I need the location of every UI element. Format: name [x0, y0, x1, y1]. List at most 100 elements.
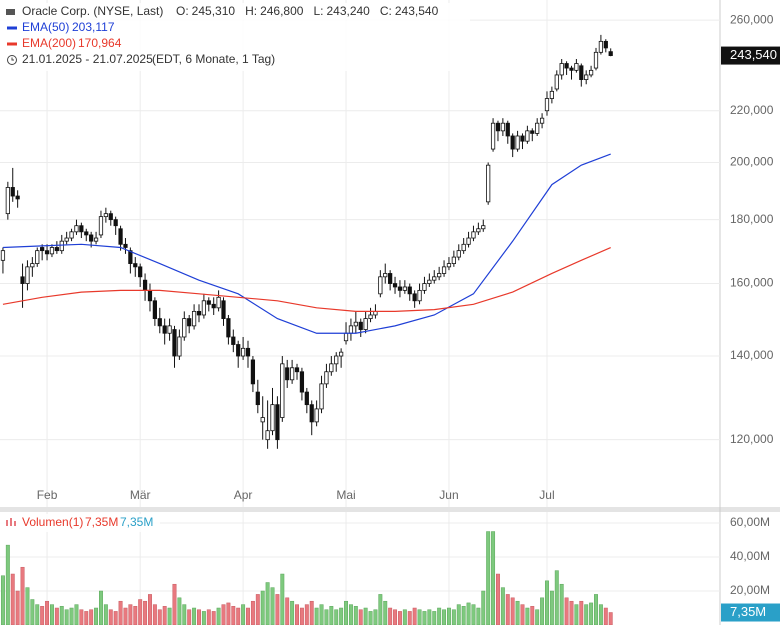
y-tick-label: 180,000 [730, 212, 774, 226]
candle-body [304, 391, 309, 406]
volume-badge-label: 7,35M [730, 604, 766, 619]
y-tick-label: 20,00M [730, 583, 770, 597]
volume-legend: Volumen(1) 7,35M 7,35M [0, 514, 160, 532]
candle-body [363, 318, 368, 330]
volume-bar [10, 573, 15, 625]
volume-bar [496, 573, 500, 625]
volume-bar [99, 590, 103, 625]
volume-bar [461, 606, 466, 625]
volume-bar [559, 583, 564, 625]
x-tick-label: Jul [539, 488, 554, 502]
candle-body [69, 231, 74, 239]
clock-icon [7, 55, 17, 65]
volume-bar [157, 609, 162, 625]
volume-bar [554, 570, 559, 625]
volume-bar [456, 604, 461, 625]
header-key: C: [380, 4, 392, 18]
candle-body [535, 122, 540, 134]
candle-body [549, 90, 555, 99]
candle-body [324, 371, 329, 385]
candle-body [113, 219, 118, 227]
volume-bar [216, 607, 221, 625]
candle-body [0, 250, 6, 261]
volume-bar [30, 599, 35, 625]
volume-bar [393, 609, 398, 625]
header-value: 243,240 [326, 4, 370, 18]
volume-bar [535, 609, 540, 625]
candle-body [422, 283, 427, 291]
volume-bar [584, 604, 589, 625]
candle-body [319, 383, 324, 410]
volume-bar [64, 609, 69, 625]
volume-bar [309, 600, 314, 625]
volume-legend-label: Volumen(1) [22, 515, 83, 529]
volume-bar [299, 607, 304, 625]
candle-body [466, 237, 471, 245]
candle-body [451, 256, 456, 264]
volume-bar [397, 611, 402, 625]
candle-body [402, 286, 407, 291]
candle-body [343, 332, 349, 342]
header-key: L: [313, 4, 323, 18]
volume-bar [608, 612, 613, 625]
candle-body [358, 321, 363, 330]
candle-body [539, 117, 545, 124]
candle-body [500, 122, 505, 132]
volume-bar [89, 609, 94, 625]
volume-bar [113, 611, 118, 625]
candle-body [196, 310, 202, 316]
x-tick-label: Jun [439, 488, 458, 502]
volume-bar [520, 604, 525, 625]
candle-body [162, 325, 167, 334]
volume-bar [148, 594, 152, 625]
volume-bar [348, 604, 353, 625]
volume-bar [94, 607, 99, 625]
candle-body [437, 273, 442, 278]
volume-bar [549, 590, 554, 625]
candle-body [142, 279, 148, 291]
candle-body [108, 213, 113, 221]
volume-bar [260, 590, 265, 625]
volume-bar [427, 609, 432, 625]
x-tick-label: Feb [37, 488, 58, 502]
candle-body [574, 63, 579, 71]
volume-bar [143, 600, 148, 625]
candle-body [206, 300, 211, 305]
candle-body [486, 164, 491, 203]
legend-icon [6, 520, 8, 526]
volume-bar [172, 583, 177, 625]
candle-body [329, 363, 334, 373]
volume-bar [295, 604, 299, 625]
volume-bar [344, 600, 348, 625]
candle-body [608, 51, 613, 56]
clock-hand [11, 57, 14, 61]
candle-body [378, 276, 383, 295]
volume-bar [59, 606, 64, 625]
volume-bar [265, 582, 270, 625]
candle-body [191, 310, 197, 327]
candle-body [515, 135, 520, 150]
candle-body [172, 329, 177, 357]
volume-bar [123, 607, 128, 625]
candle-body [544, 98, 550, 112]
volume-bar [402, 609, 407, 625]
candle-body [270, 404, 275, 432]
candle-body [74, 225, 79, 233]
volume-bar [481, 590, 486, 625]
volume-bar [373, 609, 378, 625]
candle-body [152, 300, 157, 319]
candle-body [10, 187, 15, 197]
header-value: 245,310 [192, 4, 236, 18]
volume-bar [388, 607, 393, 625]
volume-bar [0, 575, 5, 625]
volume-bar [128, 604, 133, 625]
volume-bar [108, 609, 113, 625]
volume-bar [500, 587, 505, 625]
panel-separator [0, 507, 780, 512]
candle-body [5, 187, 10, 215]
volume-bar [569, 600, 574, 625]
candle-body [260, 417, 265, 423]
candle-body [471, 231, 476, 239]
candle-body [525, 130, 530, 142]
